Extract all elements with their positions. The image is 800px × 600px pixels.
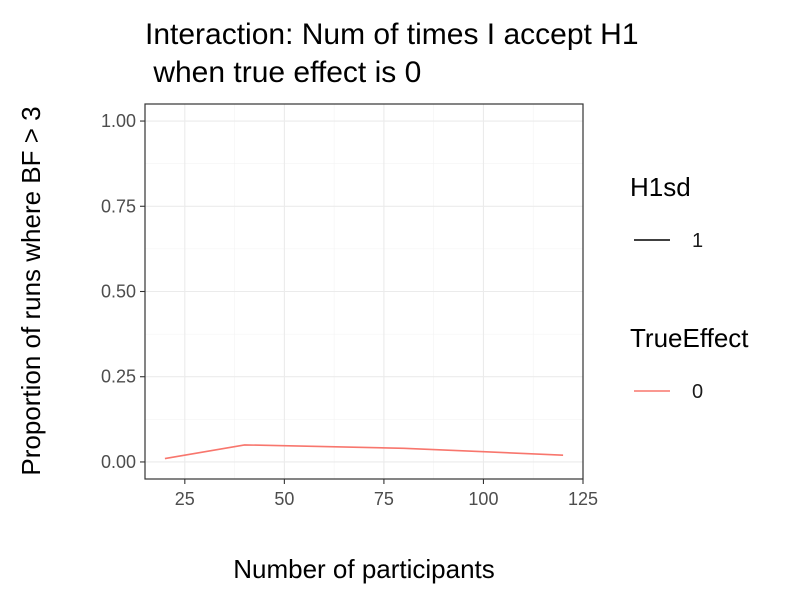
- x-tick-label: 100: [468, 489, 498, 509]
- y-tick-label: 0.00: [101, 452, 136, 472]
- y-axis-label: Proportion of runs where BF > 3: [16, 106, 46, 475]
- y-tick-label: 1.00: [101, 111, 136, 131]
- y-tick-label: 0.50: [101, 282, 136, 302]
- y-tick-label: 0.25: [101, 367, 136, 387]
- legend-group-h1sd: H1sd 1: [630, 172, 703, 252]
- plot-area: 25 50 75 100 125 0.00 0.25 0.50 0.75 1.00: [101, 103, 598, 509]
- legend-title: TrueEffect: [630, 323, 749, 353]
- chart-title-line-1: Interaction: Num of times I accept H1: [145, 18, 639, 51]
- x-tick-label: 125: [568, 489, 598, 509]
- legend-group-trueeffect: TrueEffect 0: [630, 323, 749, 403]
- x-tick-label: 25: [175, 489, 195, 509]
- legend: H1sd 1 TrueEffect 0: [630, 172, 749, 403]
- series-line-0: [164, 444, 564, 460]
- legend-title: H1sd: [630, 172, 691, 202]
- x-tick-label: 75: [374, 489, 394, 509]
- x-axis-label: Number of participants: [233, 554, 495, 584]
- legend-label: 0: [692, 381, 703, 403]
- y-tick-label: 0.75: [101, 196, 136, 216]
- chart-title-line-2: when true effect is 0: [145, 56, 421, 89]
- x-tick-label: 50: [274, 489, 294, 509]
- legend-label: 1: [692, 230, 703, 252]
- chart-title: Interaction: Num of times I accept H1 wh…: [145, 18, 639, 89]
